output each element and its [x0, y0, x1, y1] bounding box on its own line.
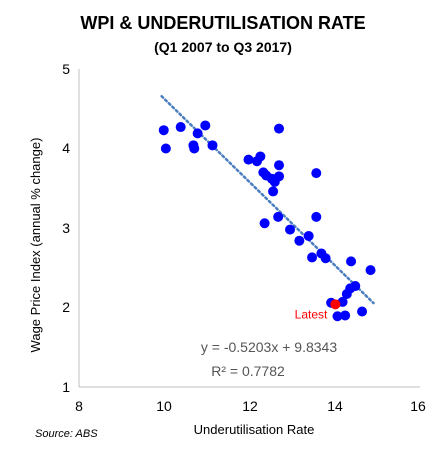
data-point [268, 186, 279, 197]
data-point [273, 211, 284, 222]
y-tick-label: 5 [62, 61, 70, 77]
data-point [160, 143, 171, 154]
y-axis-label: Wage Price Index (annual % change) [28, 138, 43, 353]
data-point [320, 253, 331, 264]
data-point [365, 265, 376, 276]
y-tick-label: 2 [62, 299, 70, 315]
y-tick-label: 3 [62, 220, 70, 236]
x-tick-label: 16 [410, 398, 426, 414]
data-point [255, 151, 266, 162]
x-tick-label: 12 [242, 398, 258, 414]
data-point [192, 128, 203, 139]
x-axis-label: Underutilisation Rate [194, 422, 315, 437]
data-point [158, 125, 169, 136]
data-point [189, 143, 200, 154]
y-tick-label: 4 [62, 140, 70, 156]
data-point [243, 154, 254, 165]
trendline [160, 94, 375, 305]
data-point [332, 311, 343, 322]
y-tick-label: 1 [62, 379, 70, 395]
data-point [303, 230, 314, 241]
trend-equation: y = -0.5203x + 9.8343 [201, 339, 337, 355]
data-point [311, 211, 322, 222]
data-point [200, 120, 211, 131]
x-tick-label: 8 [75, 398, 83, 414]
latest-point [330, 299, 341, 310]
data-point [285, 224, 296, 235]
data-point [175, 122, 186, 133]
data-point [259, 218, 270, 229]
data-point [207, 140, 218, 151]
chart-title: WPI & UNDERUTILISATION RATE [80, 13, 365, 33]
x-tick-label: 10 [156, 398, 172, 414]
data-point [274, 160, 285, 171]
data-point [274, 123, 285, 134]
data-point [357, 306, 368, 317]
data-point [274, 171, 285, 182]
chart-subtitle: (Q1 2007 to Q3 2017) [154, 39, 292, 55]
latest-label: Latest [295, 307, 328, 321]
data-point [307, 252, 318, 263]
data-points [158, 120, 376, 322]
x-tick-label: 14 [327, 398, 343, 414]
source-note: Source: ABS [35, 428, 98, 440]
data-point [346, 256, 357, 267]
data-point [294, 235, 305, 246]
data-point [350, 281, 361, 292]
data-point [340, 310, 351, 321]
trend-r-squared: R² = 0.7782 [211, 363, 285, 379]
data-point [311, 168, 322, 179]
